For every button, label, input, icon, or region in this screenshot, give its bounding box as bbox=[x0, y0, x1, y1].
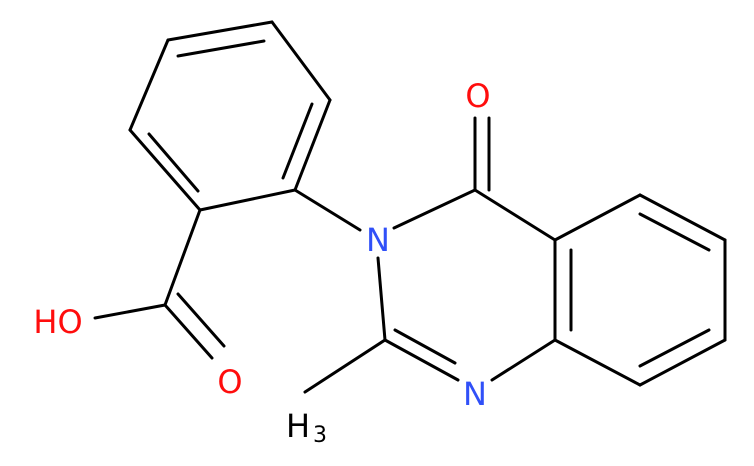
bond bbox=[198, 188, 297, 212]
atom-label: N bbox=[366, 221, 390, 259]
bond bbox=[303, 338, 387, 394]
atom-label: H bbox=[286, 407, 310, 445]
bond bbox=[163, 303, 214, 360]
atom-label: N bbox=[463, 375, 487, 413]
bond bbox=[553, 193, 642, 242]
bonds bbox=[93, 20, 727, 394]
bond bbox=[393, 328, 457, 365]
bond bbox=[490, 338, 557, 382]
bond bbox=[166, 20, 274, 42]
bond bbox=[293, 188, 362, 232]
bond bbox=[383, 338, 460, 382]
bond bbox=[376, 256, 387, 342]
bond bbox=[638, 212, 711, 252]
bond bbox=[281, 102, 314, 180]
bond bbox=[147, 132, 200, 193]
bond bbox=[93, 303, 167, 320]
bond bbox=[270, 20, 332, 102]
bond bbox=[293, 98, 332, 192]
bond bbox=[638, 338, 727, 387]
bond bbox=[392, 188, 477, 230]
atom-label: O bbox=[465, 77, 490, 115]
bond bbox=[473, 188, 557, 242]
bond bbox=[638, 328, 711, 368]
bond bbox=[163, 208, 202, 307]
atom-label: HO bbox=[33, 303, 82, 341]
bond bbox=[638, 193, 727, 242]
bond bbox=[176, 39, 266, 58]
atom-subscript: 3 bbox=[313, 423, 327, 448]
bond bbox=[553, 338, 642, 387]
bond bbox=[128, 38, 170, 132]
atom-label: O bbox=[217, 363, 242, 401]
bond bbox=[128, 128, 202, 212]
bond bbox=[176, 292, 226, 348]
